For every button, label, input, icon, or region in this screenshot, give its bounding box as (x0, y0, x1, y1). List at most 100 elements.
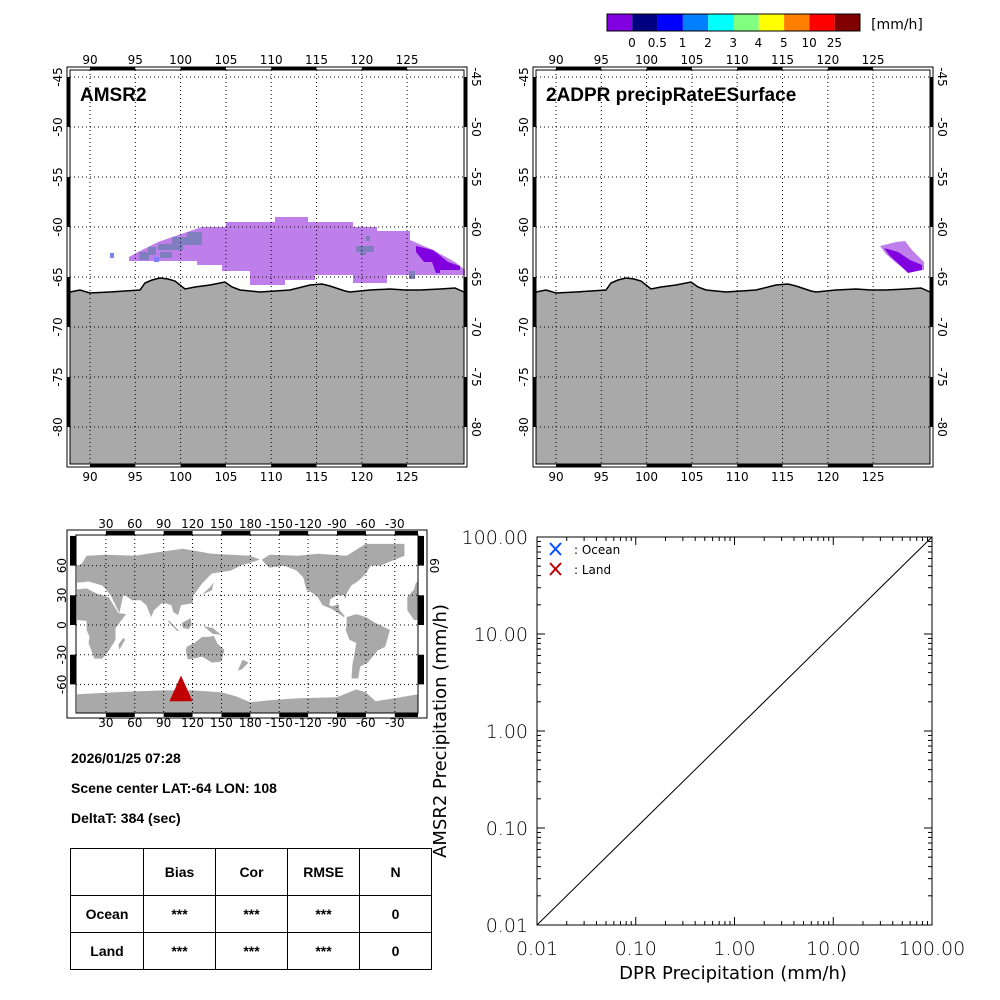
lon-tick-label-bottom: 120 (350, 470, 373, 484)
lat-tick-label-left: -80 (51, 417, 65, 437)
land-antarctica (70, 278, 464, 464)
x-tick-label: 1.00 (713, 938, 755, 960)
lat-tick-label-right: -55 (935, 167, 949, 187)
rain-pixel-medium (154, 257, 159, 262)
lat-tick-label-right: -75 (935, 367, 949, 387)
lat-tick-label-left: -80 (517, 417, 531, 437)
y-tick-label: 0.10 (486, 818, 528, 840)
frame-bar (70, 535, 76, 566)
frame-bar (90, 464, 136, 467)
lon-tick-label-bottom: 60 (127, 716, 142, 730)
frame-bar (67, 377, 70, 427)
lon-tick-label-bottom: 100 (635, 470, 658, 484)
land-new-zealand (237, 659, 249, 671)
lat-tick-label-right: -50 (935, 117, 949, 137)
frame-bar (180, 67, 226, 70)
map-frame (66, 66, 468, 468)
map-title: 2ADPR precipRateESurface (546, 85, 796, 106)
table-row: Ocean *** *** *** 0 (70, 895, 432, 933)
lon-tick-label-bottom: 120 (816, 470, 839, 484)
land-greenland (356, 543, 405, 566)
colorbar-tick-label: 25 (827, 36, 842, 50)
frame-bar (737, 67, 783, 70)
lat-tick-label-right: -65 (469, 267, 483, 287)
lat-tick-label-left: -70 (51, 317, 65, 337)
lon-tick-label-top: -60 (356, 517, 376, 531)
coastline (69, 277, 465, 294)
x-axis-label: DPR Precipitation (mm/h) (619, 963, 847, 984)
frame-bar (930, 177, 933, 227)
table-header-cell: RMSE (287, 848, 360, 896)
colorbar-tick-label: 0.5 (648, 36, 667, 50)
lat-tick-label-right: -50 (469, 117, 483, 137)
lon-tick-label-top: 125 (862, 53, 885, 67)
lat-tick-label-right: -55 (469, 167, 483, 187)
map-frame (532, 66, 934, 468)
colorbar-swatch (708, 14, 734, 31)
frame-bar (394, 713, 418, 717)
colorbar-swatch (784, 14, 810, 31)
map-frame-inner (69, 69, 465, 465)
table-cell: Land (70, 932, 144, 970)
frame-bar (163, 531, 193, 535)
lat-tick-label-right: 60 (427, 558, 441, 573)
table-cell: *** (215, 932, 288, 970)
rain-pixel-light (172, 237, 202, 245)
y-tick-label: 100.00 (462, 527, 528, 549)
rain-pixel-medium (110, 253, 114, 258)
land-africa (77, 588, 127, 659)
lon-tick-label-bottom: -90 (327, 716, 347, 730)
lon-tick-label-bottom: 105 (680, 470, 703, 484)
colorbar-frame (606, 13, 861, 32)
frame-bar (67, 177, 70, 227)
frame-bar (221, 531, 251, 535)
lon-tick-label-bottom: 180 (239, 716, 262, 730)
land-sumatra (168, 620, 180, 631)
colorbar-tick-label: 1 (679, 36, 687, 50)
colorbar-swatch (632, 14, 658, 31)
x-tick-label: 0.10 (615, 938, 657, 960)
lat-tick-label-right: -80 (469, 417, 483, 437)
lon-tick-label-bottom: 90 (82, 470, 97, 484)
lon-tick-label-bottom: -60 (356, 716, 376, 730)
lon-tick-label-top: 30 (98, 517, 113, 531)
y-tick-label: 1.00 (486, 721, 528, 743)
colorbar-tick-label: 4 (755, 36, 763, 50)
lat-tick-label-left: 60 (55, 558, 69, 573)
frame-bar (394, 531, 418, 535)
lon-tick-label-top: 95 (594, 53, 609, 67)
colorbar-swatch (733, 14, 759, 31)
lat-tick-label-left: 0 (55, 621, 69, 629)
frame-bar (737, 464, 783, 467)
land-antarctica (77, 689, 418, 713)
lat-tick-label-left: -55 (51, 167, 65, 187)
frame-bar (533, 377, 536, 427)
rain-pixel-dark (884, 248, 922, 273)
frame-bar (930, 377, 933, 427)
lon-tick-label-bottom: 150 (210, 716, 233, 730)
rain-pixel-light (148, 247, 156, 255)
frame-bar (105, 713, 135, 717)
lon-tick-label-bottom: 115 (771, 470, 794, 484)
lon-tick-label-top: 115 (305, 53, 328, 67)
lon-tick-label-top: -30 (385, 517, 405, 531)
legend-label: : Land (574, 563, 611, 577)
lon-tick-label-top: 105 (680, 53, 703, 67)
lon-tick-label-top: 115 (771, 53, 794, 67)
table-header-cell: Cor (215, 848, 288, 896)
colorbar-swatch (657, 14, 683, 31)
frame-bar (418, 654, 424, 685)
table-header-cell: Bias (143, 848, 216, 896)
lat-tick-label-left: -45 (51, 67, 65, 87)
map-title: AMSR2 (80, 85, 147, 106)
lat-tick-label-left: -65 (51, 267, 65, 287)
lon-tick-label-top: 110 (726, 53, 749, 67)
colorbar-swatch (758, 14, 785, 31)
delta-t-text: DeltaT: 384 (sec) (71, 810, 181, 826)
land-madagascar (118, 637, 126, 650)
legend-x-mark (549, 542, 562, 556)
lon-tick-label-bottom: 110 (726, 470, 749, 484)
rain-pixel-light (160, 252, 172, 258)
frame-bar (271, 464, 317, 467)
frame-bar (418, 535, 424, 566)
